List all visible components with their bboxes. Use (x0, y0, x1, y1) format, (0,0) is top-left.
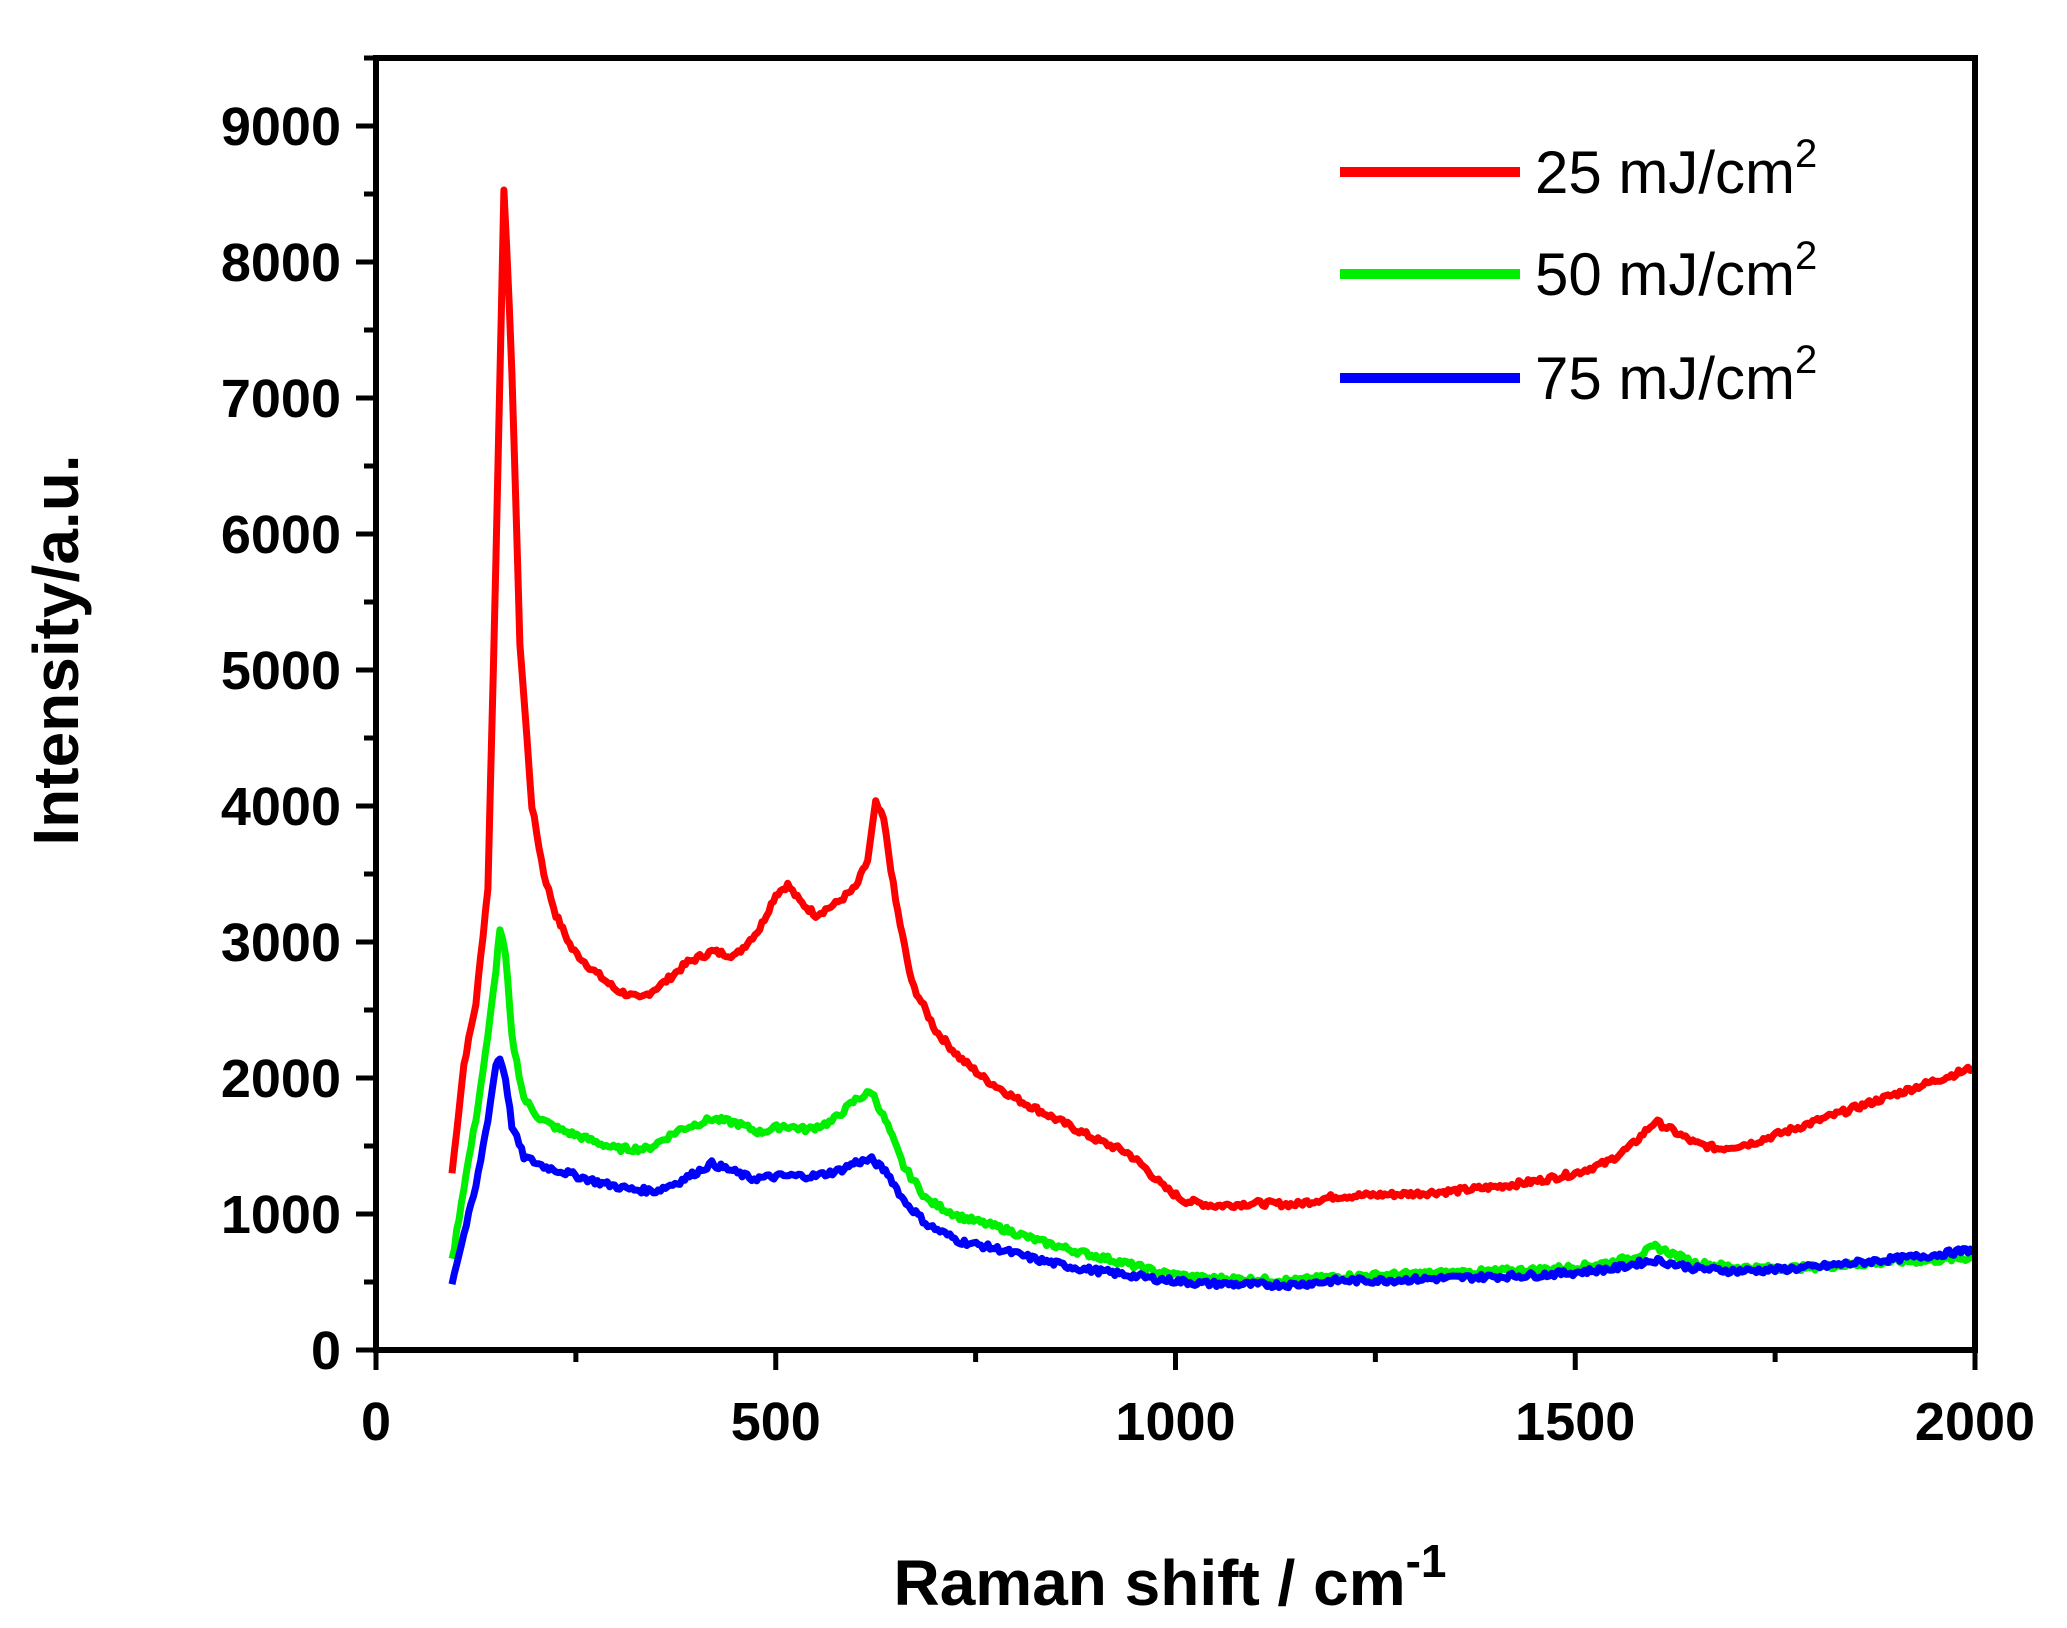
x-axis-title-sup: -1 (1406, 1535, 1447, 1587)
x-tick-label: 2000 (1915, 1392, 2035, 1452)
y-tick-label: 2000 (221, 1049, 341, 1109)
series-line-1 (448, 186, 1978, 1212)
y-tick-label: 3000 (221, 913, 341, 973)
legend-label-25: 25 mJ/cm2 (1535, 132, 1817, 206)
x-tick-label: 0 (361, 1392, 391, 1452)
y-tick-label: 8000 (221, 233, 341, 293)
y-tick-label: 0 (311, 1321, 341, 1381)
series-line-2 (448, 926, 1977, 1287)
y-tick-label: 5000 (221, 641, 341, 701)
tick-layer: 0 500 1000 1500 2000 0 1000 2000 3000 4000 5000 600… (221, 55, 2035, 1452)
y-tick-label: 4000 (221, 777, 341, 837)
legend-label-50: 50 mJ/cm2 (1535, 234, 1817, 308)
series-line-3 (448, 1055, 1978, 1292)
legend: 25 mJ/cm2 50 mJ/cm2 75 mJ/cm2 (1340, 132, 1817, 412)
x-tick-label: 1000 (1115, 1392, 1235, 1452)
y-tick-label: 7000 (221, 369, 341, 429)
y-tick-label: 9000 (221, 97, 341, 157)
x-axis-title: Raman shift / cm-1 (893, 1535, 1446, 1619)
y-tick-label: 1000 (221, 1185, 341, 1245)
legend-label-75: 75 mJ/cm2 (1535, 338, 1817, 412)
y-axis-title: Intensity/a.u. (20, 454, 92, 845)
y-tick-label: 6000 (221, 505, 341, 565)
x-tick-label: 500 (731, 1392, 821, 1452)
x-tick-label: 1500 (1515, 1392, 1635, 1452)
series-layer (448, 186, 1978, 1292)
